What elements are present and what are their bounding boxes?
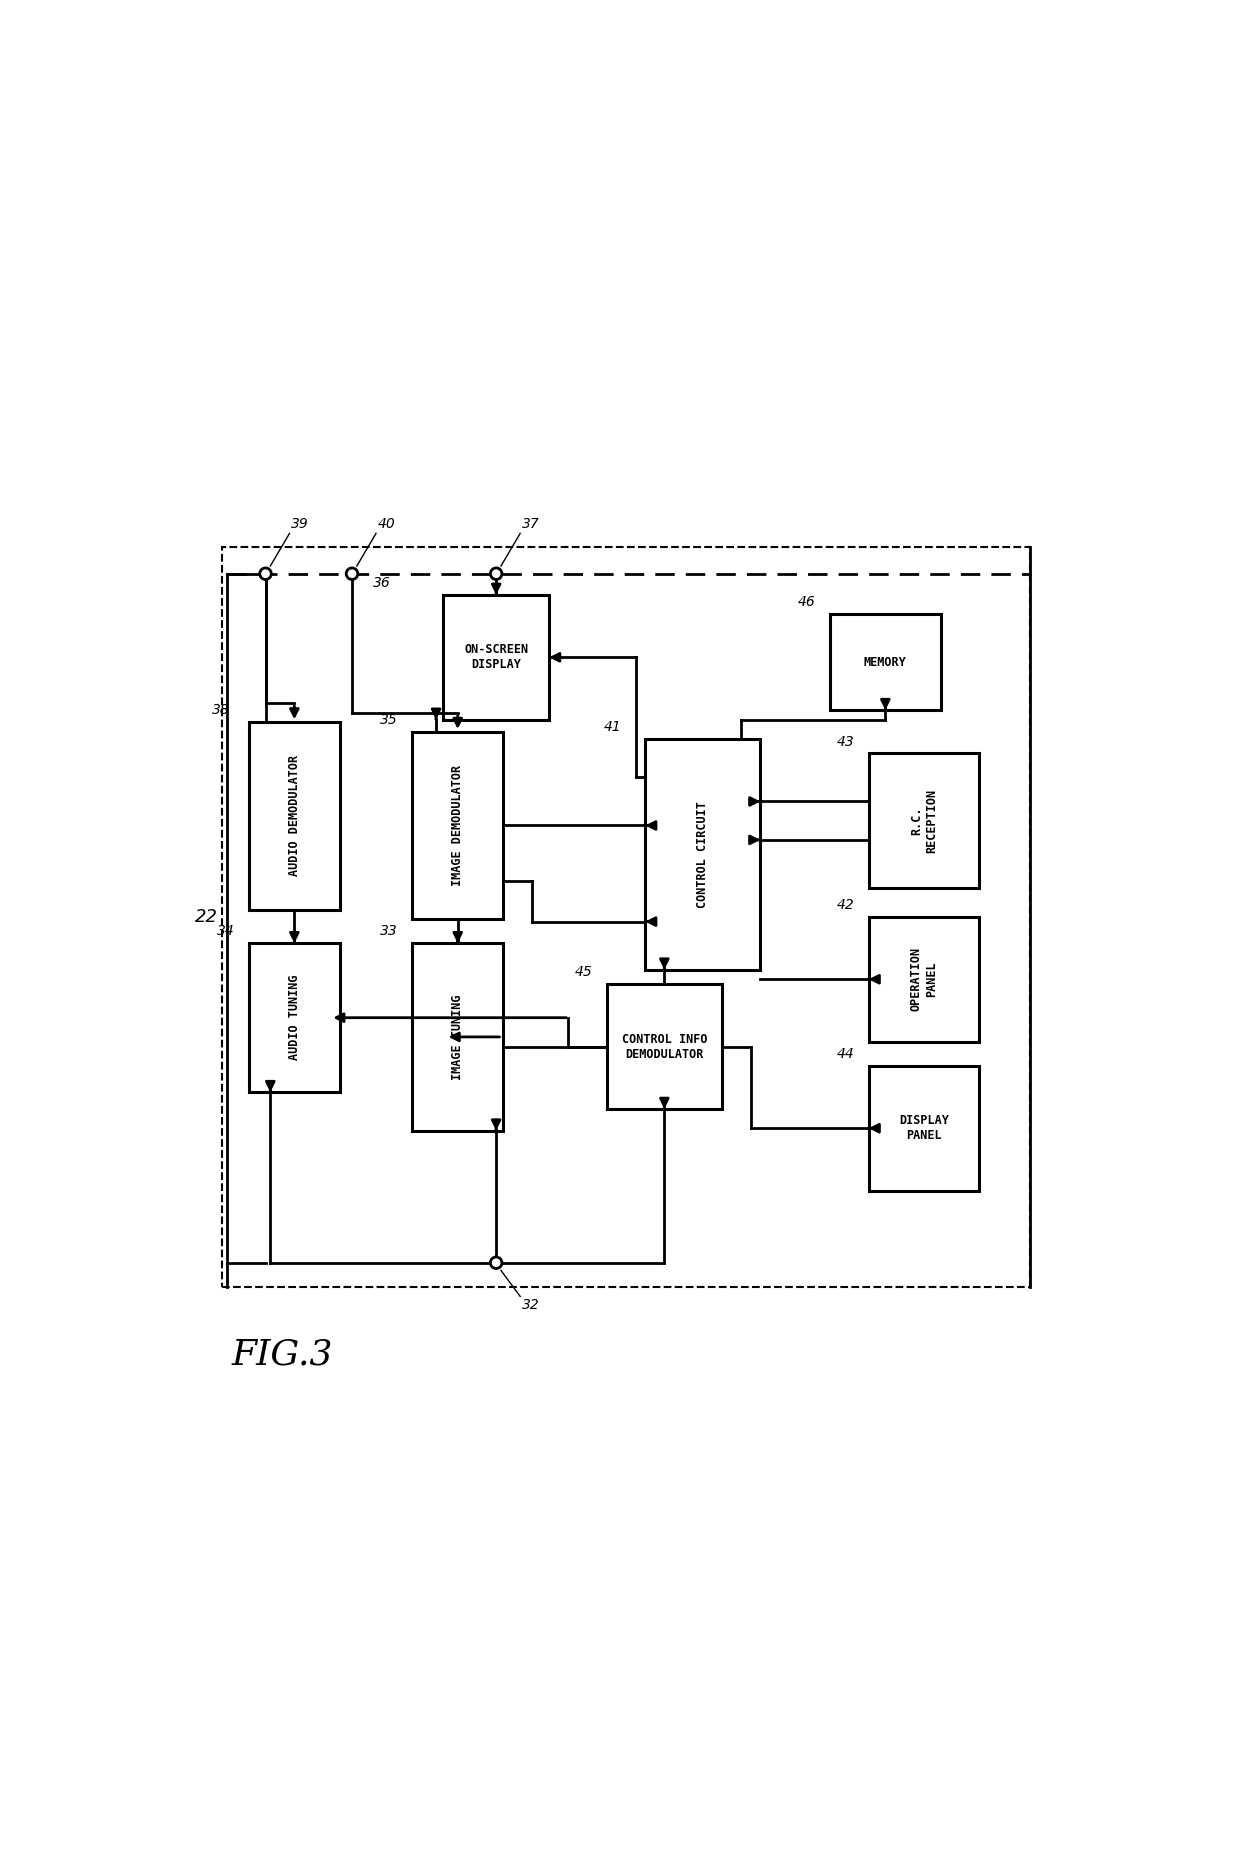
Text: 33: 33 (379, 924, 398, 939)
Text: 43: 43 (836, 734, 854, 749)
FancyBboxPatch shape (868, 917, 980, 1041)
FancyBboxPatch shape (412, 732, 503, 918)
Text: 37: 37 (522, 518, 539, 531)
FancyBboxPatch shape (249, 943, 340, 1092)
FancyBboxPatch shape (412, 943, 503, 1131)
Text: IMAGE TUNING: IMAGE TUNING (451, 995, 464, 1081)
FancyBboxPatch shape (830, 615, 941, 710)
FancyBboxPatch shape (606, 984, 722, 1108)
Text: 44: 44 (836, 1047, 854, 1060)
FancyBboxPatch shape (868, 753, 980, 889)
FancyBboxPatch shape (444, 594, 549, 719)
Circle shape (346, 568, 358, 579)
Text: IMAGE DEMODULATOR: IMAGE DEMODULATOR (451, 766, 464, 887)
Text: CONTROL CIRCUIT: CONTROL CIRCUIT (697, 801, 709, 907)
Text: 45: 45 (574, 965, 593, 980)
Text: AUDIO TUNING: AUDIO TUNING (288, 974, 301, 1060)
Text: AUDIO DEMODULATOR: AUDIO DEMODULATOR (288, 755, 301, 876)
FancyBboxPatch shape (249, 723, 340, 909)
Text: 40: 40 (378, 518, 396, 531)
Text: 34: 34 (217, 924, 234, 939)
Text: MEMORY: MEMORY (864, 656, 906, 669)
Text: 22: 22 (195, 907, 217, 926)
Text: FIG.3: FIG.3 (232, 1338, 334, 1371)
Text: 32: 32 (522, 1299, 539, 1312)
Text: 46: 46 (797, 596, 816, 609)
Text: 41: 41 (604, 721, 621, 734)
Circle shape (259, 568, 272, 579)
Text: 42: 42 (836, 898, 854, 913)
Text: DISPLAY
PANEL: DISPLAY PANEL (899, 1114, 949, 1142)
FancyBboxPatch shape (645, 740, 760, 969)
Text: 35: 35 (379, 714, 398, 727)
Text: OPERATION
PANEL: OPERATION PANEL (910, 946, 937, 1012)
Text: 39: 39 (291, 518, 309, 531)
FancyBboxPatch shape (868, 1066, 980, 1190)
Text: 36: 36 (373, 576, 391, 591)
Circle shape (490, 1258, 502, 1269)
Text: R.C.
RECEPTION: R.C. RECEPTION (910, 788, 937, 853)
Text: ON-SCREEN
DISPLAY: ON-SCREEN DISPLAY (464, 643, 528, 671)
Text: CONTROL INFO
DEMODULATOR: CONTROL INFO DEMODULATOR (621, 1032, 707, 1060)
Circle shape (490, 568, 502, 579)
Text: 38: 38 (212, 704, 229, 717)
